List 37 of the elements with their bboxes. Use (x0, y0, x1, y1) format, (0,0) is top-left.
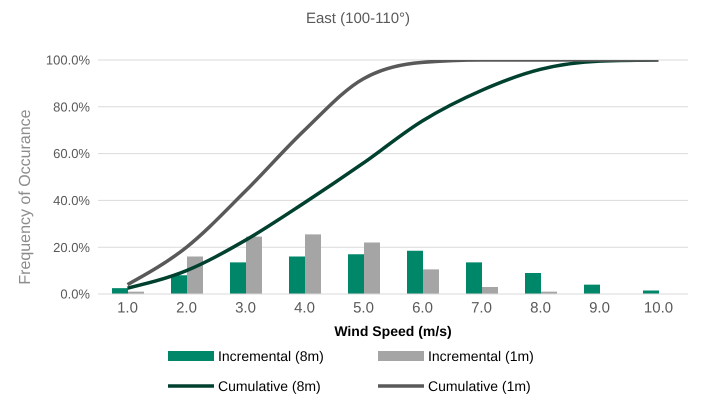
y-tick-label: 0.0% (60, 286, 90, 302)
bar (305, 234, 321, 294)
chart-title: East (100-110°) (304, 10, 412, 27)
bar (348, 254, 364, 294)
x-tick-label: 3.0 (235, 300, 256, 317)
bar (246, 236, 262, 294)
bar (289, 256, 305, 294)
bar (466, 262, 482, 294)
bar (171, 275, 187, 294)
y-tick-label: 100.0% (46, 52, 90, 68)
y-tick-label: 20.0% (53, 240, 90, 255)
y-tick-label: 80.0% (53, 99, 90, 114)
legend-label: Incremental (8m) (218, 348, 324, 364)
bar (423, 269, 439, 294)
bar (584, 284, 600, 294)
y-tick-label: 40.0% (53, 193, 90, 208)
x-tick-label: 5.0 (353, 300, 374, 317)
bar (482, 286, 498, 294)
bar (407, 250, 423, 294)
x-tick-label: 9.0 (589, 300, 610, 317)
bar (364, 242, 380, 294)
legend-label: Cumulative (1m) (428, 378, 531, 394)
bar (112, 288, 128, 294)
x-axis-title: Wind Speed (m/s) (334, 323, 452, 339)
x-tick-label: 4.0 (294, 300, 315, 317)
bar (525, 272, 541, 294)
x-tick-label: 10.0 (644, 300, 674, 317)
x-tick-label: 6.0 (412, 300, 433, 317)
x-tick-label: 7.0 (471, 300, 492, 317)
bar (230, 262, 246, 294)
legend-label: Incremental (1m) (428, 348, 534, 364)
x-tick-label: 2.0 (176, 300, 197, 317)
y-tick-label: 60.0% (53, 146, 90, 162)
x-tick-label: 1.0 (117, 300, 138, 317)
legend-label: Cumulative (8m) (218, 378, 321, 394)
y-axis-title: Frequency of Occurance (17, 108, 35, 287)
x-tick-label: 8.0 (530, 300, 551, 317)
